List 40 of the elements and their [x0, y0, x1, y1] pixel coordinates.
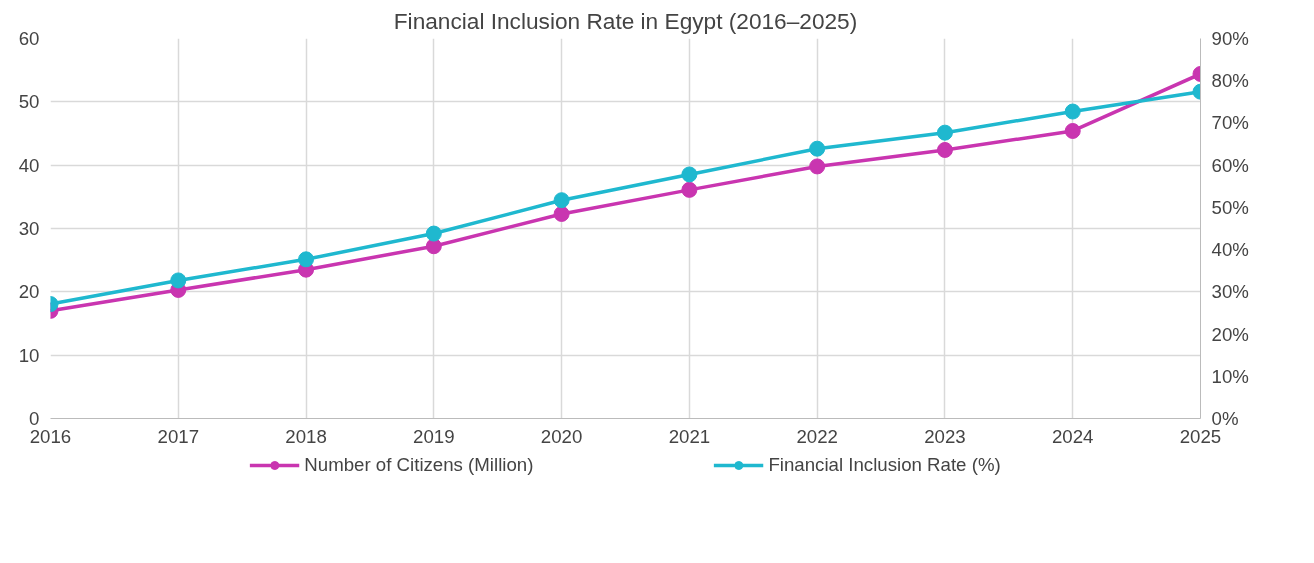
point: [809, 158, 826, 175]
point: [1064, 122, 1081, 139]
x-tick-label: 2024: [1051, 425, 1094, 447]
y2-tick-label: 30%: [1211, 281, 1249, 303]
y2-tick-label: 10%: [1211, 365, 1249, 387]
point: [1064, 103, 1081, 120]
x-tick-label: 2019: [413, 425, 455, 447]
y2-tick-label: 50%: [1211, 196, 1249, 218]
point: [681, 181, 698, 198]
y-tick-label: 60: [18, 28, 40, 49]
point: [553, 205, 570, 222]
point: [170, 272, 187, 289]
x-tick-label: 2021: [668, 425, 711, 447]
y2-tick-label: 60%: [1211, 154, 1249, 176]
y2-tick-label: 70%: [1211, 112, 1249, 134]
point: [936, 124, 953, 141]
y2-tick-label: 90%: [1211, 28, 1249, 49]
y-tick-label: 20: [18, 281, 40, 303]
y-tick-label: 50: [18, 91, 40, 113]
point: [425, 238, 442, 255]
legend-label: Number of Citizens (Million): [304, 454, 534, 476]
y2-tick-label: 80%: [1211, 70, 1249, 92]
point: [936, 141, 953, 158]
x-tick-label: 2020: [540, 425, 583, 447]
y2-tick-label: 20%: [1211, 323, 1249, 345]
y2-tick-label: 40%: [1211, 239, 1249, 261]
x-tick-label: 2023: [924, 425, 966, 447]
y-tick-label: 40: [18, 154, 40, 176]
x-tick-label: 2022: [796, 425, 838, 447]
y-tick-label: 10: [18, 344, 40, 366]
legend-label: Financial Inclusion Rate (%): [768, 454, 1001, 476]
point: [425, 225, 442, 242]
x-tick-label: 2018: [285, 425, 327, 447]
point: [298, 251, 315, 268]
y-tick-label: 30: [18, 218, 40, 239]
chart-title: Financial Inclusion Rate in Egypt (2016–2025): [393, 7, 858, 34]
point: [681, 166, 698, 183]
x-tick-label: 2017: [157, 425, 200, 447]
point: [553, 192, 570, 209]
point: [809, 140, 826, 157]
